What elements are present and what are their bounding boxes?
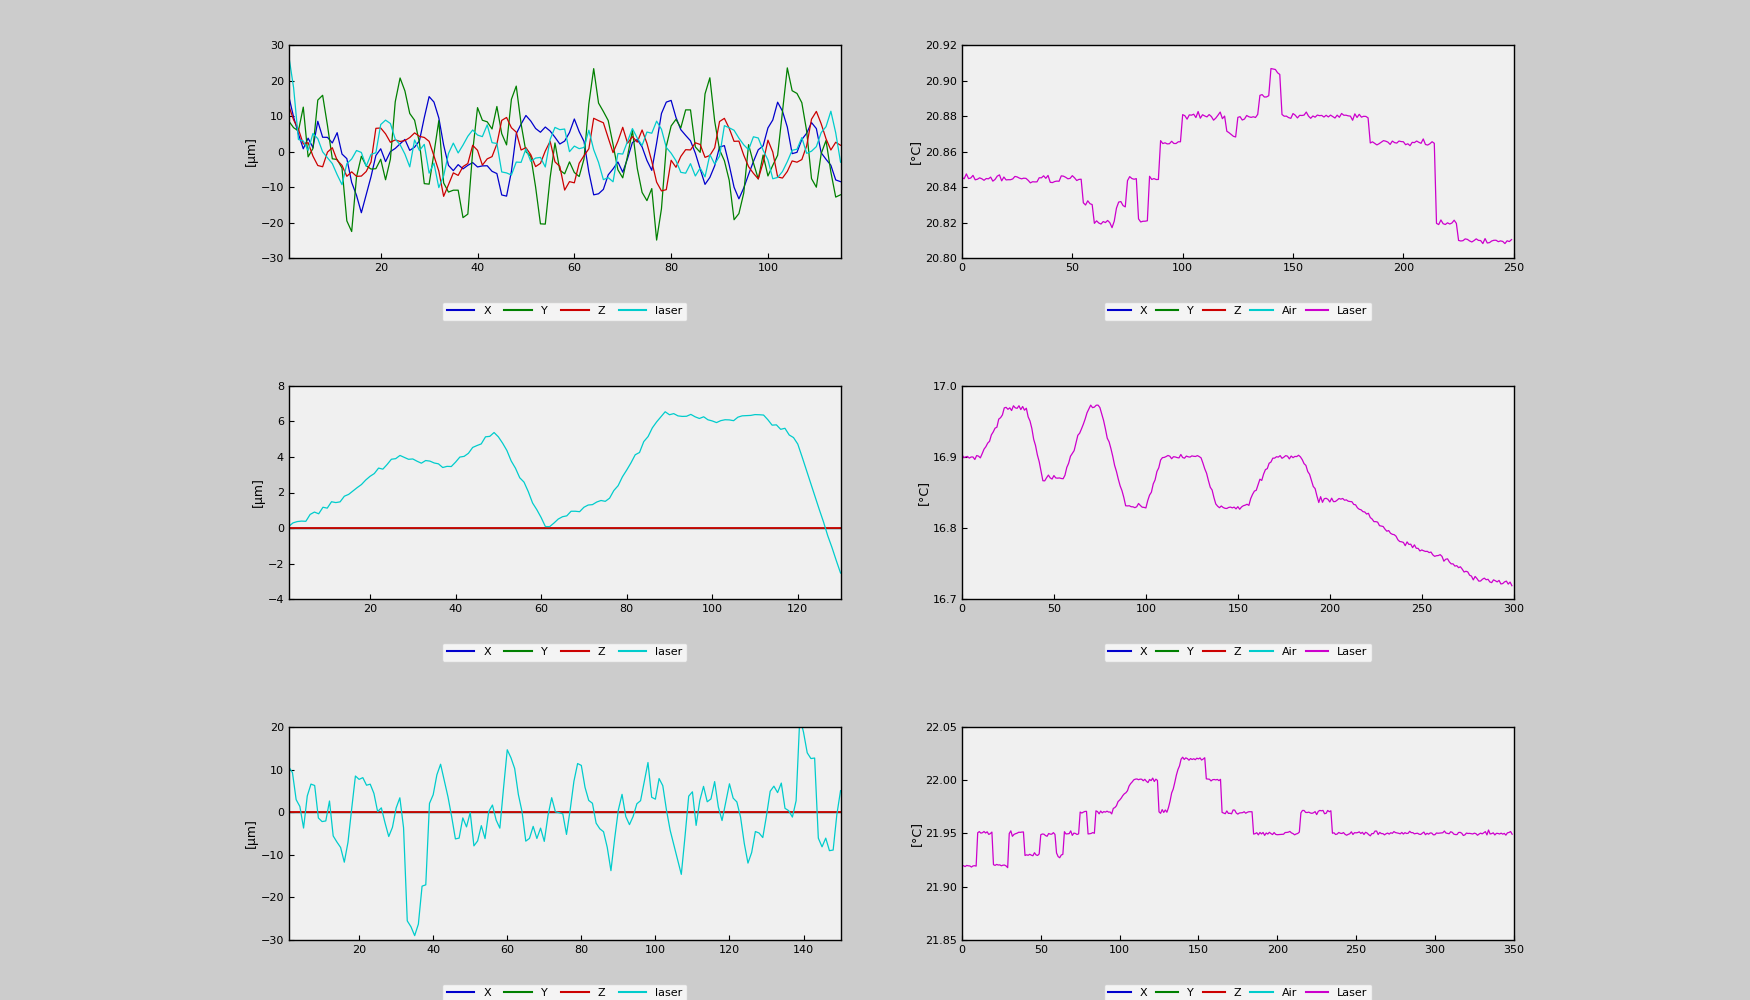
Legend: X, Y, Z, laser: X, Y, Z, laser bbox=[443, 984, 688, 1000]
Legend: X, Y, Z, Air, Laser: X, Y, Z, Air, Laser bbox=[1104, 302, 1372, 321]
Legend: X, Y, Z, laser: X, Y, Z, laser bbox=[443, 302, 688, 321]
Y-axis label: [μm]: [μm] bbox=[252, 478, 264, 507]
Legend: X, Y, Z, laser: X, Y, Z, laser bbox=[443, 643, 688, 662]
Legend: X, Y, Z, Air, Laser: X, Y, Z, Air, Laser bbox=[1104, 643, 1372, 662]
Y-axis label: [μm]: [μm] bbox=[245, 137, 257, 166]
Y-axis label: [μm]: [μm] bbox=[245, 819, 257, 848]
Y-axis label: [°C]: [°C] bbox=[910, 821, 922, 846]
Y-axis label: [°C]: [°C] bbox=[917, 480, 929, 505]
Legend: X, Y, Z, Air, Laser: X, Y, Z, Air, Laser bbox=[1104, 984, 1372, 1000]
Y-axis label: [°C]: [°C] bbox=[910, 139, 922, 164]
